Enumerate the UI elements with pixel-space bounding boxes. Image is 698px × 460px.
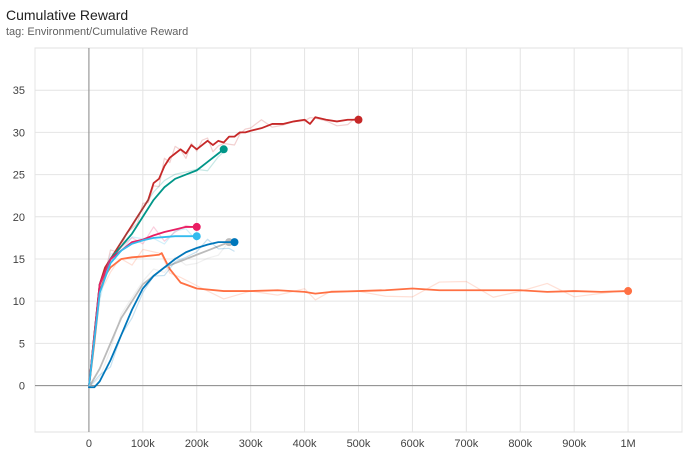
series-raw-line — [88, 151, 225, 388]
x-tick-label: 100k — [131, 438, 155, 450]
y-tick-label: 5 — [19, 338, 25, 350]
chart-title: Cumulative Reward — [6, 7, 129, 23]
series-line — [88, 235, 198, 389]
x-tick-label: 600k — [400, 438, 424, 450]
series-end-point — [230, 238, 239, 247]
y-tick-label: 0 — [19, 381, 25, 393]
y-tick-label: 15 — [13, 254, 25, 266]
x-tick-label: 1M — [620, 438, 635, 450]
x-tick-label: 500k — [347, 438, 371, 450]
series-lines — [88, 114, 633, 389]
x-tick-label: 900k — [562, 438, 586, 450]
grid — [34, 47, 683, 433]
series-end-point — [624, 287, 633, 296]
y-tick-label: 25 — [13, 170, 25, 182]
series-end-point — [354, 115, 363, 124]
y-tick-label: 20 — [13, 212, 25, 224]
axes — [35, 48, 682, 432]
x-tick-label: 700k — [454, 438, 478, 450]
x-tick-label: 300k — [239, 438, 263, 450]
series-end-point — [192, 232, 201, 241]
y-tick-label: 10 — [13, 296, 25, 308]
series-line — [88, 252, 629, 389]
y-tick-label: 35 — [13, 85, 25, 97]
series-end-point — [219, 145, 228, 154]
series-raw-line — [88, 228, 198, 388]
x-tick-label: 0 — [86, 438, 92, 450]
series-line — [88, 241, 236, 389]
series-line — [88, 116, 360, 389]
series-end-point — [192, 222, 201, 231]
x-tick-label: 200k — [185, 438, 209, 450]
x-tick-label: 800k — [508, 438, 532, 450]
y-tick-label: 30 — [13, 127, 25, 139]
series-raw-line — [88, 114, 359, 388]
chart-subtitle: tag: Environment/Cumulative Reward — [6, 26, 189, 38]
x-tick-label: 400k — [293, 438, 317, 450]
tick-labels: 0 5 10 15 20 25 30 35 0 100k 200k 300k 400k 500k 600k 7… — [13, 85, 636, 450]
